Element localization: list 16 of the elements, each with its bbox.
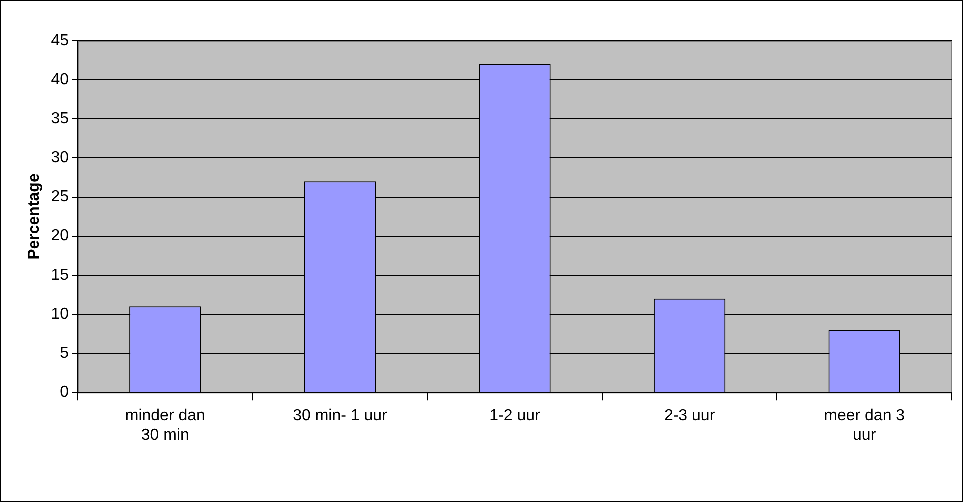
x-tick-label: 2-3 uur <box>664 408 716 425</box>
y-tick-label: 45 <box>51 32 70 50</box>
y-tick-label: 10 <box>51 306 70 323</box>
y-tick-label: 0 <box>60 384 70 402</box>
y-tick-label: 30 <box>51 150 70 167</box>
y-tick-label: 20 <box>51 228 70 245</box>
x-tick-label: minder dan 30 min <box>125 408 206 444</box>
x-tick-label: 30 min- 1 uur <box>293 408 388 425</box>
x-tick-label: meer dan 3 uur <box>824 408 906 444</box>
x-tick-label: 1-2 uur <box>490 408 542 425</box>
y-tick-label: 15 <box>51 266 70 284</box>
y-tick-label: 5 <box>60 344 70 362</box>
y-tick-label: 40 <box>51 71 70 88</box>
y-axis-title: Percentage <box>26 174 44 260</box>
y-tick-label: 25 <box>51 188 70 206</box>
y-tick-label: 35 <box>51 110 70 128</box>
